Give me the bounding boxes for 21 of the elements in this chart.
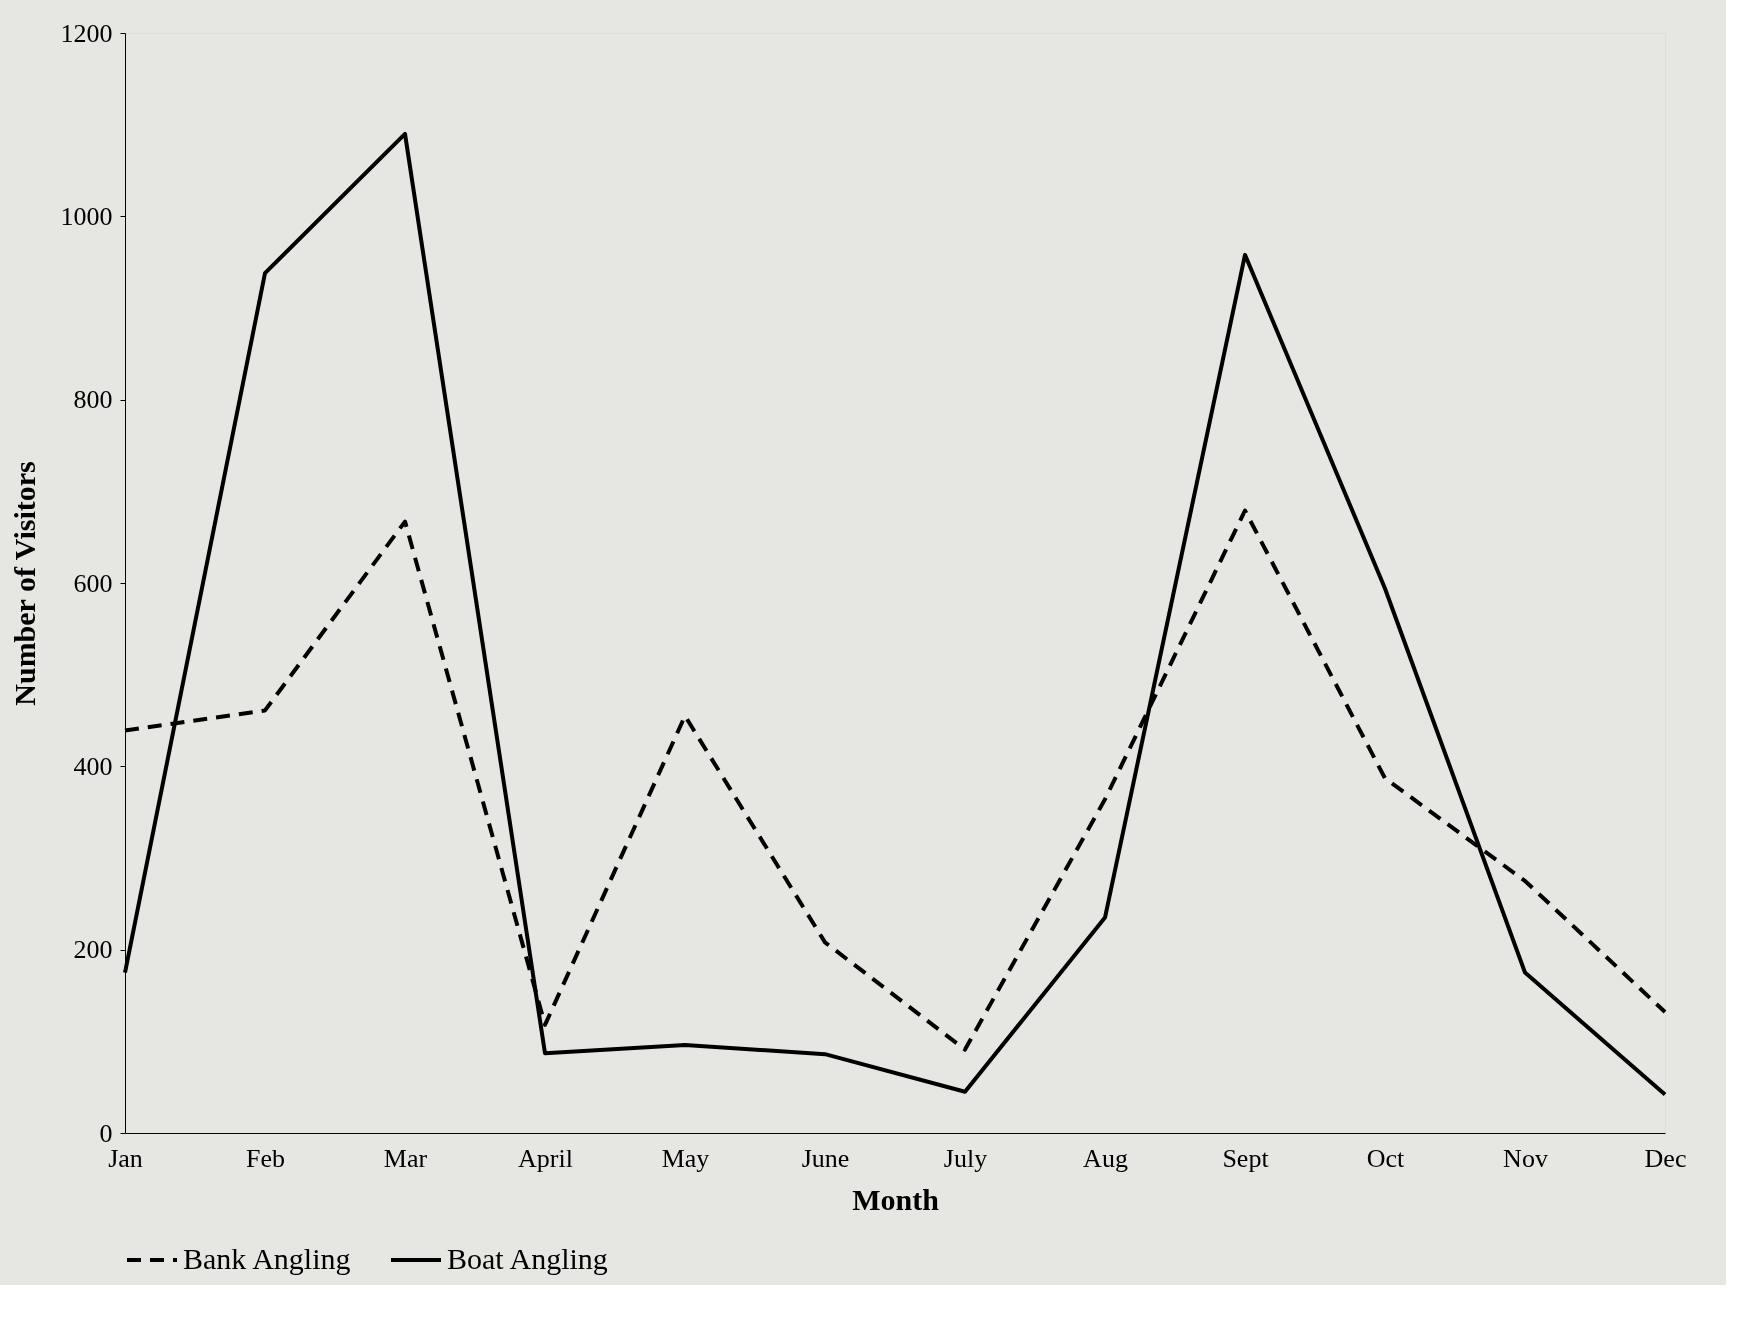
y-tick-label: 400 bbox=[73, 751, 113, 781]
legend-label: Bank Angling bbox=[183, 1242, 351, 1275]
y-axis-title: Number of Visitors bbox=[7, 461, 41, 706]
x-tick-label: Dec bbox=[1644, 1143, 1687, 1173]
x-axis-title: Month bbox=[852, 1182, 940, 1216]
x-tick-label: April bbox=[518, 1143, 573, 1173]
x-tick-label: Feb bbox=[246, 1143, 285, 1173]
x-tick-label: Mar bbox=[383, 1143, 428, 1173]
y-tick-label: 1000 bbox=[60, 201, 113, 231]
legend-label: Boat Angling bbox=[447, 1242, 608, 1275]
x-tick-label: Sept bbox=[1222, 1143, 1270, 1173]
x-tick-label: Aug bbox=[1083, 1143, 1128, 1173]
x-tick-label: Oct bbox=[1366, 1143, 1406, 1173]
y-tick-label: 200 bbox=[73, 935, 113, 965]
y-tick-label: 800 bbox=[73, 385, 113, 415]
y-tick-label: 1200 bbox=[60, 18, 113, 48]
y-tick-label: 600 bbox=[73, 568, 113, 598]
x-tick-label: July bbox=[943, 1143, 988, 1173]
x-tick-label: Nov bbox=[1503, 1143, 1548, 1173]
x-tick-label: May bbox=[661, 1143, 710, 1173]
x-tick-label: June bbox=[801, 1143, 850, 1173]
